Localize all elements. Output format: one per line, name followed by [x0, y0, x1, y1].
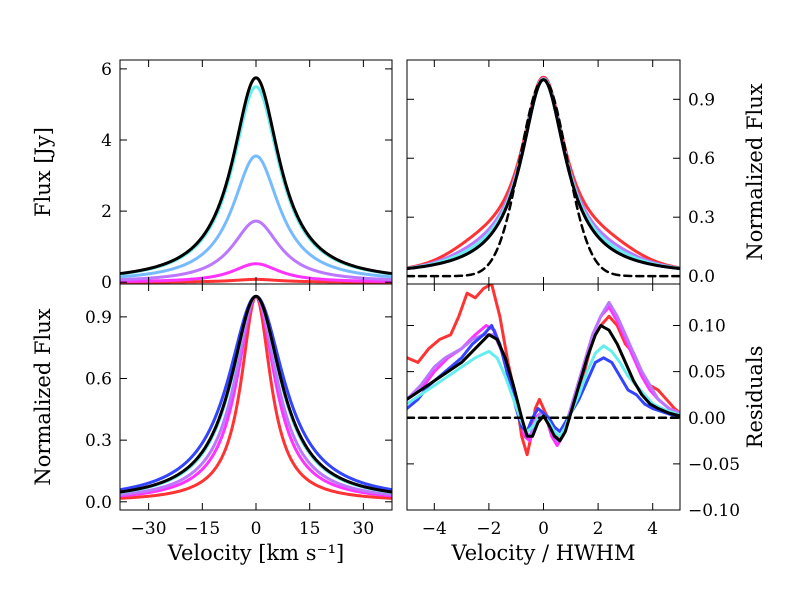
series-line-3	[407, 77, 680, 270]
x-tick-label: 15	[299, 519, 321, 539]
series-group	[120, 294, 392, 500]
y-tick-label: 0.6	[85, 370, 112, 390]
series-line-1	[120, 294, 392, 498]
series-line-3	[120, 294, 392, 494]
x-tick-label: 4	[647, 519, 658, 539]
x-axis-label: Velocity / HWHM	[451, 541, 636, 565]
series-line-5	[407, 78, 680, 278]
series-line-2	[120, 294, 392, 497]
axes-frame	[119, 283, 393, 511]
y-axis-label: Residuals	[743, 346, 767, 449]
y-axis-label: Flux [Jy]	[31, 127, 55, 217]
series-line-5	[120, 294, 392, 494]
x-tick-label: −4	[422, 519, 447, 539]
y-tick-label: 0.10	[688, 317, 726, 337]
series-line-1	[120, 262, 392, 283]
series-group	[120, 76, 392, 284]
y-tick-label: 0.6	[688, 149, 715, 169]
axes-frame	[406, 59, 681, 285]
y-tick-label: −0.05	[688, 455, 740, 475]
x-tick-label: 0	[538, 519, 549, 539]
series-line-1	[407, 305, 680, 447]
x-tick-label: 2	[593, 519, 604, 539]
y-tick-label: 0.05	[688, 363, 726, 383]
x-tick-label: 30	[353, 519, 375, 539]
axes-frame	[119, 59, 393, 285]
series-line-2	[120, 219, 392, 282]
y-tick-label: 0.3	[85, 431, 112, 451]
series-line-4	[407, 78, 680, 271]
series-group	[407, 284, 680, 457]
series-line-5	[407, 324, 680, 443]
y-tick-label: 6	[101, 60, 112, 80]
y-tick-label: 2	[101, 202, 112, 222]
series-line-0	[120, 294, 392, 500]
y-tick-label: 0.9	[85, 308, 112, 328]
panel-top-left: 0 2 4 6 Flux [Jy]	[31, 59, 393, 293]
y-tick-label: 0.9	[688, 90, 715, 110]
panel-bottom-right: −0.10 −0.05 0.00 0.05 0.10 −4 −2 0 2 4 Residuals Ve…	[406, 283, 767, 565]
y-axis-label: Normalized Flux	[31, 308, 55, 485]
series-group	[407, 75, 680, 278]
series-line-0	[407, 75, 680, 270]
y-tick-label: −0.10	[688, 501, 740, 521]
y-tick-label: 0.3	[688, 208, 715, 228]
y-tick-label: 0.00	[688, 409, 726, 429]
series-line-4	[407, 344, 680, 438]
panel-top-right: 0.0 0.3 0.6 0.9 Normalized Flux	[406, 59, 767, 287]
panel-bottom-left: 0.0 0.3 0.6 0.9 −30 −15 0 15 30 Normalized Flux Ve…	[31, 283, 393, 565]
y-tick-label: 0	[101, 273, 112, 293]
series-line-1	[407, 76, 680, 270]
y-tick-label: 0.0	[688, 267, 715, 287]
x-tick-label: 0	[251, 519, 262, 539]
y-tick-label: 4	[101, 131, 112, 151]
series-line-2	[407, 78, 680, 271]
series-line-4	[120, 294, 392, 492]
y-tick-label: 0.0	[85, 493, 112, 513]
x-tick-label: −30	[131, 519, 167, 539]
x-tick-label: −2	[476, 519, 501, 539]
x-axis-label: Velocity [km s⁻¹]	[167, 541, 344, 565]
series-line-4	[120, 85, 392, 276]
series-line-3	[407, 324, 680, 434]
series-line-3	[120, 154, 392, 279]
x-tick-label: −15	[184, 519, 220, 539]
series-line-5	[120, 76, 392, 276]
y-axis-label: Normalized Flux	[743, 83, 767, 260]
